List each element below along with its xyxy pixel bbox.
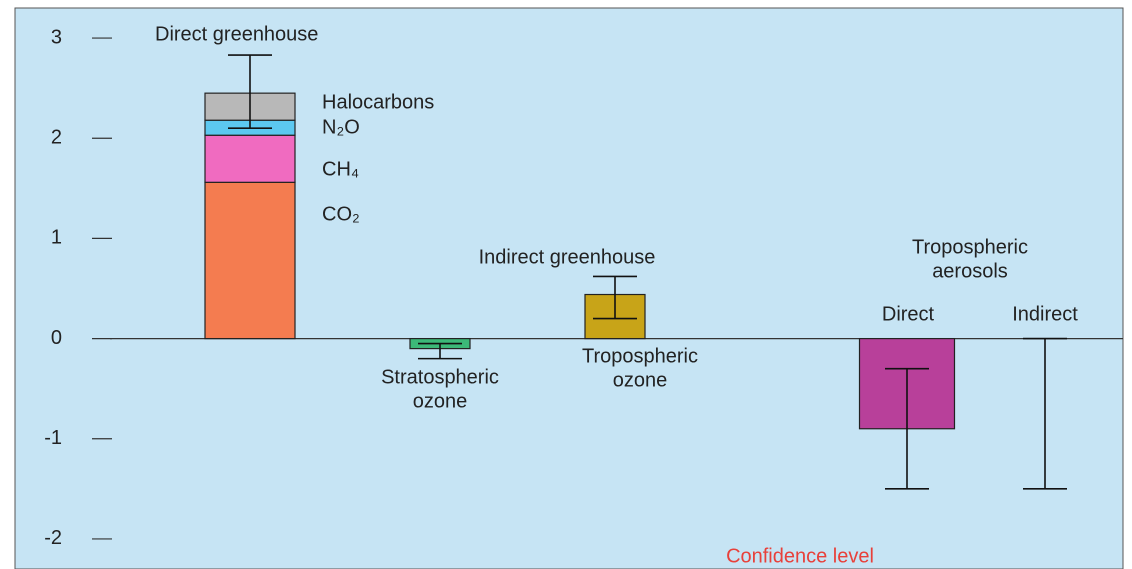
error-bar xyxy=(593,275,637,320)
bar-label: ozone xyxy=(613,369,668,391)
segment-label: CH₄ xyxy=(322,158,359,180)
segment-label: Halocarbons xyxy=(322,91,434,113)
y-tick-label: 2 xyxy=(51,127,62,149)
y-tick-label: 0 xyxy=(51,327,62,349)
y-tick-label: -2 xyxy=(44,527,62,549)
stack-segment xyxy=(204,181,296,340)
group-label: Tropospheric xyxy=(912,236,1028,258)
stack-label: Direct greenhouse xyxy=(155,23,318,45)
y-tick-label: 3 xyxy=(51,26,62,48)
error-bar xyxy=(228,54,272,130)
error-bar xyxy=(885,367,929,490)
segment-label: N₂O xyxy=(322,116,360,138)
bar-label: Stratospheric xyxy=(381,366,499,388)
error-bar xyxy=(418,342,462,360)
plot-background xyxy=(14,7,1124,569)
y-tick-label: 1 xyxy=(51,227,62,249)
footer: Confidence level xyxy=(726,545,874,567)
bar-label: ozone xyxy=(413,390,468,412)
bar-label: Direct xyxy=(882,303,935,325)
group-label: Indirect greenhouse xyxy=(479,246,656,268)
bar-label: Tropospheric xyxy=(582,345,698,367)
segment-label: CO₂ xyxy=(322,203,360,225)
group-label: aerosols xyxy=(932,260,1008,282)
bar-label: Indirect xyxy=(1012,303,1078,325)
y-tick-label: -1 xyxy=(44,427,62,449)
error-bar xyxy=(1023,337,1067,490)
stack-segment xyxy=(204,134,296,183)
